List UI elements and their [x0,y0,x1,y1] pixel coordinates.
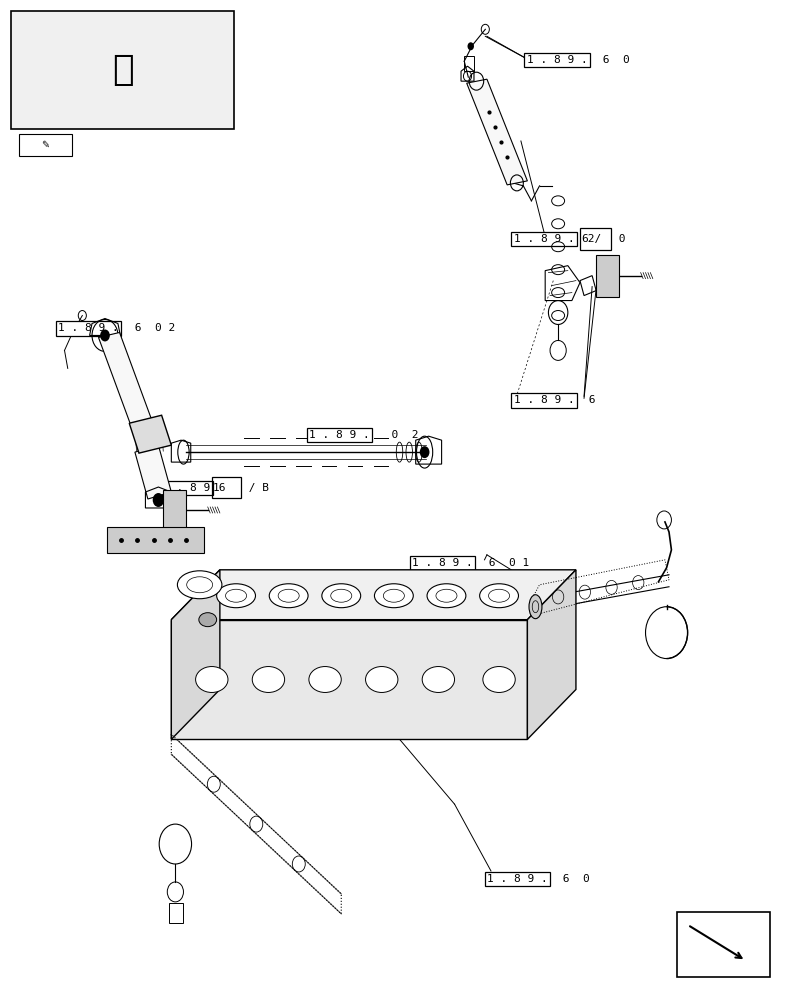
Ellipse shape [422,667,454,692]
Ellipse shape [308,667,341,692]
Bar [212,477,241,498]
Polygon shape [98,332,159,445]
Text: 🚜: 🚜 [112,53,134,87]
Text: 1 . 8 9 .: 1 . 8 9 . [513,395,573,405]
Ellipse shape [427,584,466,608]
Text: 1 . 8 9: 1 . 8 9 [163,483,210,493]
Polygon shape [466,79,526,185]
Bar [464,56,474,71]
Bar [106,527,204,553]
Ellipse shape [195,667,228,692]
Bar [163,490,186,530]
Text: 1 . 8 9 .: 1 . 8 9 . [195,638,256,648]
Ellipse shape [177,571,221,599]
Bar [11,11,234,129]
Text: 6  0 1: 6 0 1 [482,558,529,568]
Polygon shape [171,620,526,739]
Text: 1 . 8 9 .: 1 . 8 9 . [58,323,118,333]
Bar [169,903,183,923]
Text: 6  0 2: 6 0 2 [265,638,312,648]
Ellipse shape [199,613,217,627]
Bar [676,912,769,977]
Ellipse shape [365,667,397,692]
Text: 1 . 8 9 .: 1 . 8 9 . [513,234,573,244]
Polygon shape [526,570,575,739]
Ellipse shape [269,584,307,608]
Bar [19,134,71,156]
Ellipse shape [479,584,518,608]
Ellipse shape [252,667,285,692]
Polygon shape [129,415,171,453]
Text: 0: 0 [611,234,624,244]
Text: 0  2: 0 2 [377,430,418,440]
Text: 62/: 62/ [580,234,600,244]
Text: 6  0: 6 0 [555,874,589,884]
Text: ✎: ✎ [41,140,49,150]
Ellipse shape [374,584,413,608]
Text: 6  0: 6 0 [595,55,629,65]
Circle shape [100,329,109,341]
Text: 1 . 8 9 .: 1 . 8 9 . [308,430,369,440]
Circle shape [419,446,429,458]
Polygon shape [135,445,171,499]
Ellipse shape [321,584,360,608]
Bar [595,255,618,297]
Text: 16: 16 [212,483,225,493]
Text: 1 . 8 9 .: 1 . 8 9 . [487,874,547,884]
Circle shape [467,42,474,50]
Text: 6  0 2: 6 0 2 [127,323,174,333]
Ellipse shape [483,667,515,692]
Polygon shape [171,570,220,739]
Text: 1 . 8 9 .: 1 . 8 9 . [412,558,473,568]
Circle shape [152,493,164,507]
Ellipse shape [217,584,255,608]
Bar [579,228,610,250]
Ellipse shape [528,595,541,619]
Text: 6: 6 [581,395,595,405]
Polygon shape [171,570,575,620]
Text: 1 . 8 9 .: 1 . 8 9 . [526,55,586,65]
Text: / B: / B [242,483,268,493]
